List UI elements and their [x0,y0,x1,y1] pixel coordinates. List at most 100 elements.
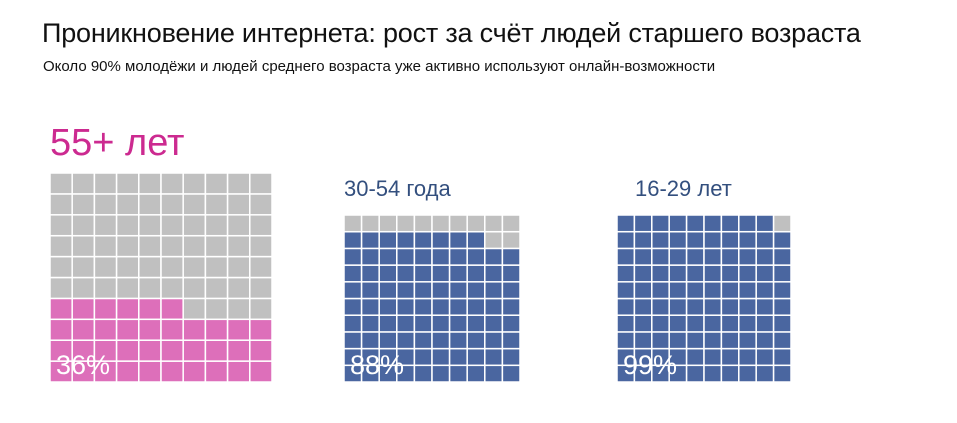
empty-cell [249,255,273,279]
filled-cell [703,281,723,300]
value-label-1: 88% [350,350,404,380]
filled-cell [633,247,653,266]
filled-cell [204,318,229,341]
filled-cell [685,214,705,233]
filled-cell [651,281,670,300]
group-label-16-29: 16-29 лет [635,176,732,201]
filled-cell [360,297,380,316]
empty-cell [160,172,184,195]
filled-cell [703,331,723,350]
empty-cell [431,214,451,233]
filled-cell [484,281,504,300]
filled-cell [772,230,792,250]
filled-cell [115,339,140,362]
empty-cell [249,172,273,195]
filled-cell [501,347,521,367]
filled-cell [668,281,688,300]
filled-cell [501,314,521,333]
filled-cell [413,281,433,300]
filled-cell [501,247,521,266]
filled-cell [738,364,757,383]
filled-cell [651,264,670,283]
filled-cell [466,230,486,250]
empty-cell [182,276,207,300]
filled-cell [466,281,486,300]
empty-cell [204,234,229,258]
filled-cell [343,297,363,316]
filled-cell [720,264,740,283]
filled-cell [738,230,757,250]
filled-cell [755,364,775,383]
empty-cell [138,255,162,279]
empty-cell [249,276,273,300]
filled-cell [115,360,140,383]
filled-cell [413,247,433,266]
filled-cell [633,331,653,350]
filled-cell [138,360,162,383]
filled-cell [720,230,740,250]
value-label-0: 36% [56,350,110,380]
filled-cell [738,314,757,333]
filled-cell [616,297,636,316]
empty-cell [226,255,251,279]
filled-cell [668,314,688,333]
filled-cell [466,297,486,316]
filled-cell [738,247,757,266]
empty-cell [501,230,521,250]
filled-cell [633,314,653,333]
filled-cell [755,247,775,266]
filled-cell [378,247,398,266]
filled-cell [720,247,740,266]
filled-cell [93,318,118,341]
filled-cell [484,264,504,283]
filled-cell [431,230,451,250]
filled-cell [720,281,740,300]
filled-cell [616,314,636,333]
empty-cell [49,276,73,300]
empty-cell [93,234,118,258]
empty-cell [204,297,229,321]
filled-cell [772,314,792,333]
filled-cell [431,247,451,266]
filled-cell [633,230,653,250]
filled-cell [360,247,380,266]
filled-cell [448,230,468,250]
filled-cell [160,297,184,321]
empty-cell [204,172,229,195]
empty-cell [226,276,251,300]
filled-cell [685,264,705,283]
filled-cell [772,331,792,350]
filled-cell [160,360,184,383]
empty-cell [138,214,162,237]
filled-cell [249,360,273,383]
filled-cell [343,264,363,283]
empty-cell [138,234,162,258]
filled-cell [685,297,705,316]
filled-cell [431,331,451,350]
empty-cell [226,214,251,237]
empty-cell [182,193,207,216]
group-label-30-54: 30-54 года [344,176,451,201]
filled-cell [466,264,486,283]
waffle-1: 88% [343,214,521,383]
filled-cell [720,331,740,350]
empty-cell [138,193,162,216]
empty-cell [448,214,468,233]
empty-cell [249,193,273,216]
filled-cell [448,264,468,283]
empty-cell [93,193,118,216]
filled-cell [115,318,140,341]
filled-cell [668,214,688,233]
filled-cell [49,318,73,341]
empty-cell [71,255,96,279]
empty-cell [71,193,96,216]
empty-cell [71,276,96,300]
filled-cell [772,364,792,383]
filled-cell [431,364,451,383]
filled-cell [616,281,636,300]
chart-title: Проникновение интернета: рост за счёт лю… [42,18,861,48]
filled-cell [720,314,740,333]
filled-cell [633,297,653,316]
filled-cell [651,314,670,333]
filled-cell [396,230,416,250]
